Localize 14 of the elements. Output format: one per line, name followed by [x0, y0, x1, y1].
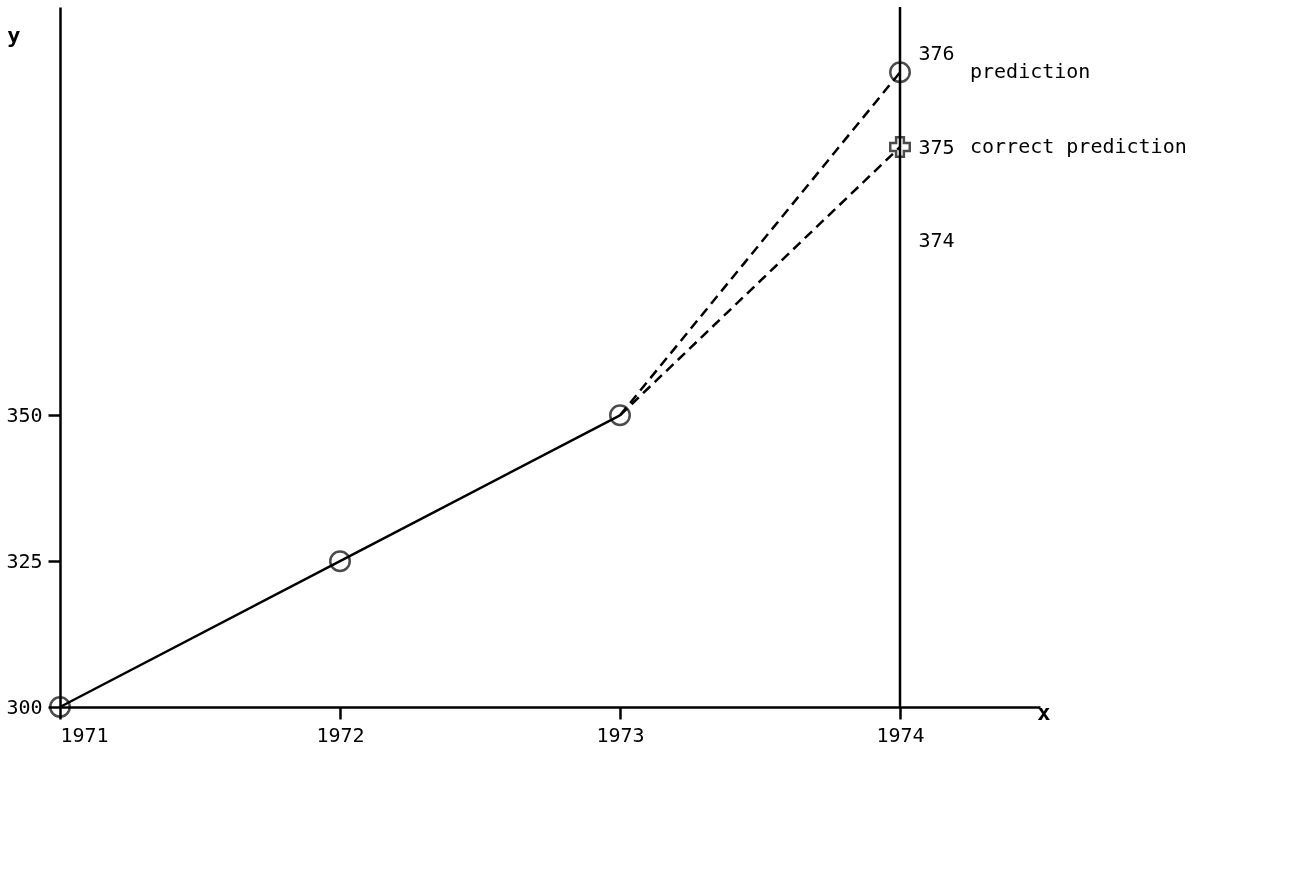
x-axis-title: x	[1037, 699, 1051, 725]
y2-tick-label: 375	[918, 134, 955, 159]
y-axis-title: y	[7, 22, 21, 48]
text: prediction	[970, 59, 1091, 84]
text: correct prediction	[970, 134, 1187, 158]
x-tick-label: 1974	[876, 722, 925, 747]
x-tick-label: 1973	[596, 722, 645, 747]
y2-tick-label: 376	[918, 41, 955, 66]
y-tick-label: 350	[6, 402, 43, 427]
x-tick-label: 1972	[316, 722, 365, 747]
y-tick-label: 300	[6, 694, 43, 719]
x-tick-label: 1971	[60, 722, 109, 747]
y2-tick-label: 374	[918, 227, 955, 252]
y-tick-label: 325	[6, 548, 43, 573]
